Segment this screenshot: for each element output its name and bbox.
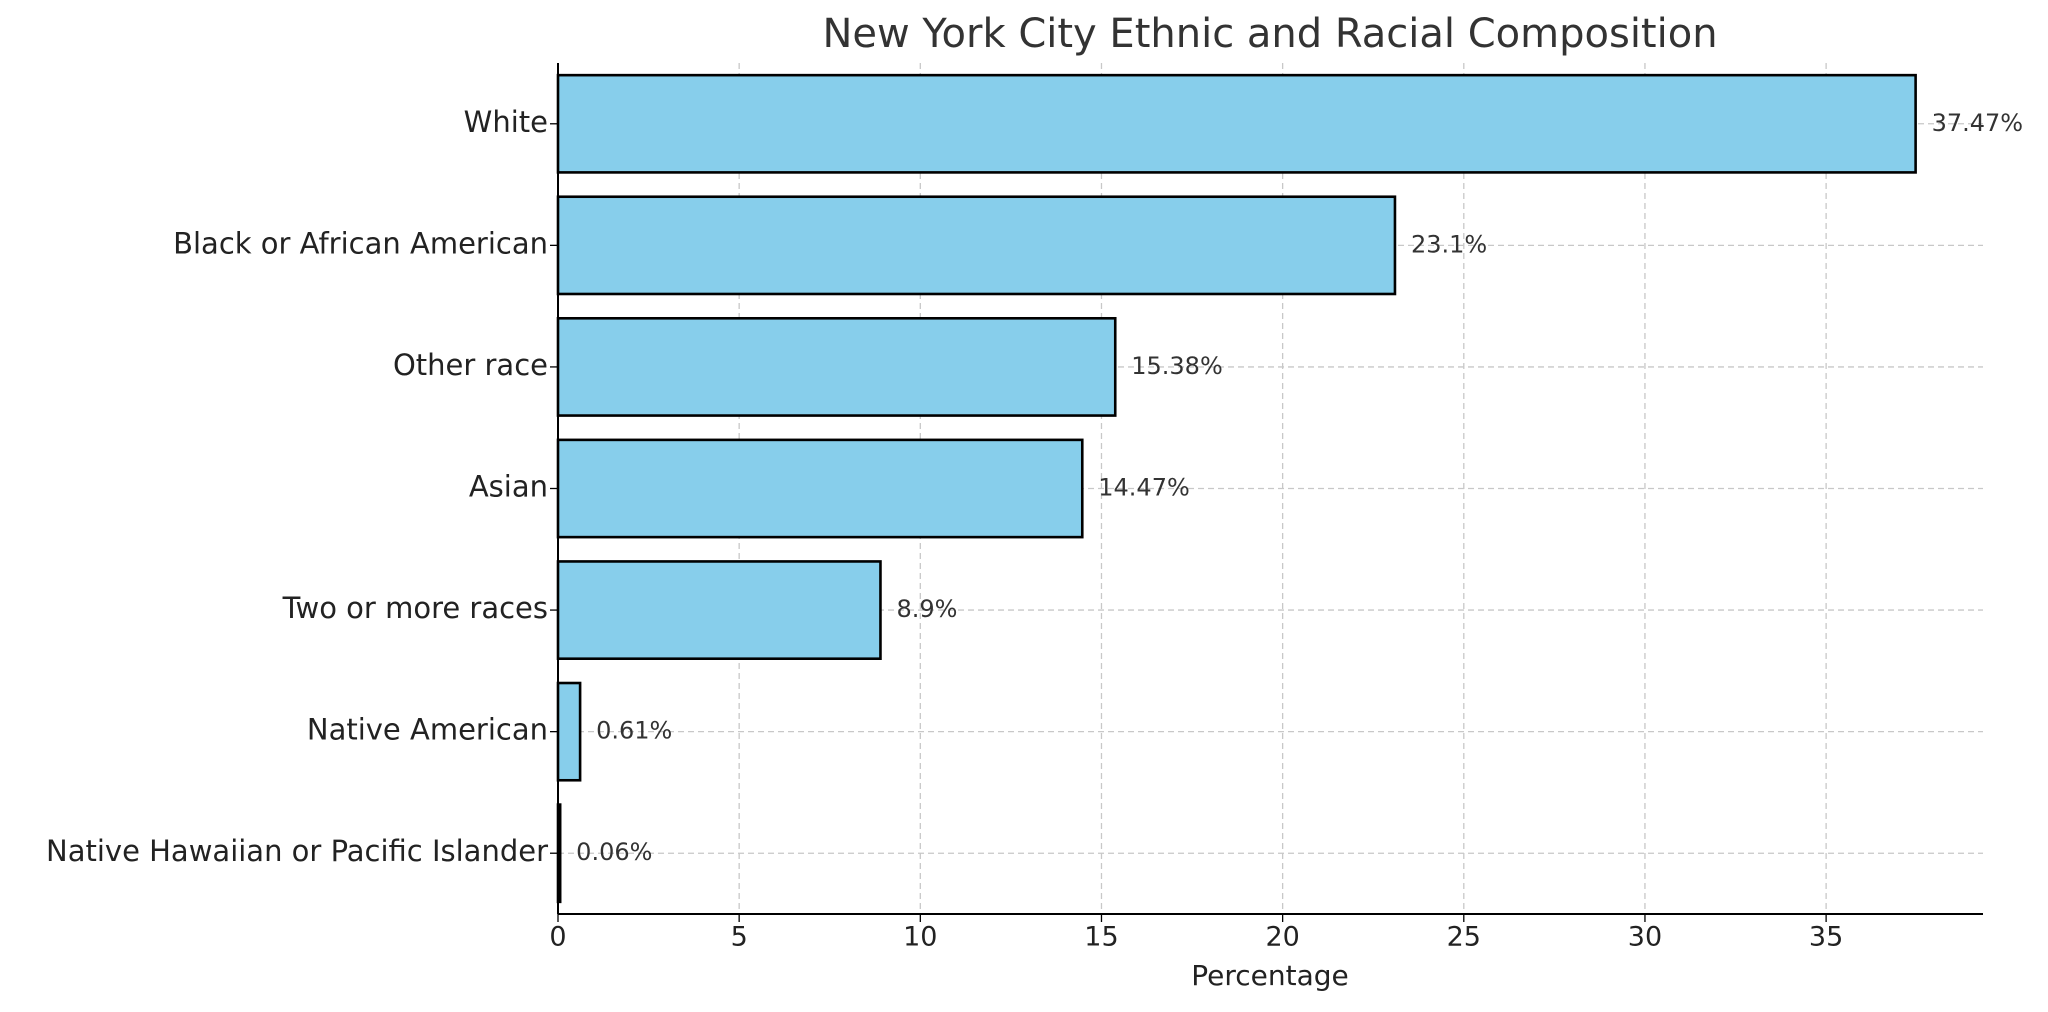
x-axis-label: Percentage [1191, 959, 1349, 992]
bar [556, 560, 882, 661]
x-tick-label: 10 [903, 922, 937, 953]
y-tick-label: Native Hawaiian or Pacific Islander [46, 834, 548, 868]
x-tick-label: 20 [1265, 922, 1299, 953]
x-tick-label: 35 [1809, 922, 1843, 953]
x-tick-label: 5 [731, 922, 748, 953]
y-tick-label: Other race [393, 348, 548, 382]
value-label: 15.38% [1131, 352, 1223, 380]
y-tick-label: Two or more races [282, 591, 548, 625]
bar [556, 681, 582, 782]
value-label: 8.9% [896, 595, 957, 623]
y-tick-label: White [464, 105, 548, 139]
value-label: 0.61% [596, 717, 672, 745]
value-label: 23.1% [1411, 230, 1487, 258]
bar [556, 73, 1917, 174]
bar [556, 438, 1084, 539]
y-tick-label: Native American [307, 713, 548, 747]
x-tick-label: 25 [1447, 922, 1481, 953]
y-tick-label: Black or African American [173, 226, 548, 260]
value-label: 0.06% [576, 838, 652, 866]
chart-title: New York City Ethnic and Racial Composit… [822, 11, 1717, 57]
bar [556, 195, 1397, 296]
x-tick-label: 0 [549, 922, 566, 953]
bar [556, 316, 1117, 417]
value-label: 14.47% [1098, 474, 1190, 502]
y-tick-label: Asian [469, 470, 548, 504]
x-tick-label: 30 [1628, 922, 1662, 953]
x-tick-label: 15 [1084, 922, 1118, 953]
value-label: 37.47% [1932, 109, 2024, 137]
